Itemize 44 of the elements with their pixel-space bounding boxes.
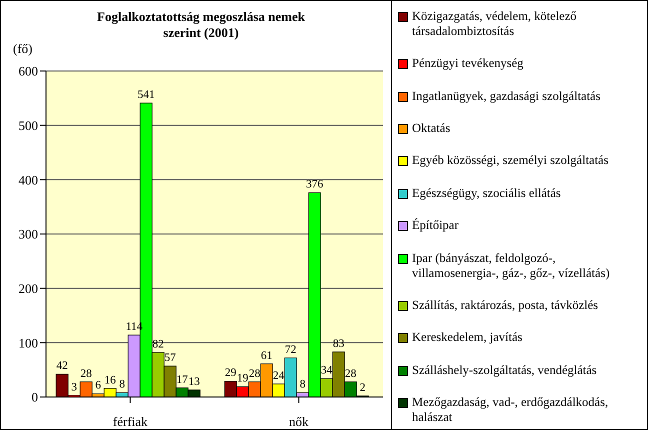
y-tick-label: 400 [18, 172, 38, 188]
data-label: 17 [176, 374, 188, 386]
data-label: 19 [236, 372, 249, 385]
legend-label: Mezőgazdaság, vad-, erdőgazdálkodás, halászat [412, 394, 610, 425]
chart-title: Foglalkoztatottság megoszlása nemek szerint (2001) [96, 9, 306, 41]
data-label: 376 [306, 178, 324, 191]
x-tick-label: nők [289, 414, 309, 430]
data-label: 29 [224, 367, 237, 380]
data-label: 8 [119, 378, 126, 391]
data-label: 6 [95, 380, 102, 392]
data-label: 72 [284, 344, 297, 356]
data-label: 28 [248, 368, 261, 380]
x-tick-label: férfiak [112, 414, 148, 430]
y-tick-label: 0 [32, 390, 38, 405]
data-label: 541 [137, 89, 155, 102]
data-label: 13 [188, 376, 200, 388]
legend-label: Ingatlanügyek, gazdasági szolgáltatás [412, 88, 600, 104]
data-label: 61 [260, 350, 273, 362]
legend-label: Kereskedelem, javítás [412, 330, 522, 346]
data-label: 8 [300, 378, 306, 391]
data-label: 57 [164, 352, 176, 364]
legend-label: Ipar (bányászat, feldolgozó-, villamosenergia-, gáz-, gőz-, vízellátás) [412, 250, 611, 281]
legend-label: Pénzügyi tevékenység [412, 56, 524, 72]
legend-label: Szállítás, raktározás, posta, távközlés [412, 298, 598, 313]
data-label: 28 [80, 368, 92, 380]
legend-label: Egészségügy, szociális ellátás [412, 186, 561, 201]
legend-label: Oktatás [412, 121, 450, 136]
y-tick-label: 500 [18, 118, 38, 133]
y-tick-label: 300 [18, 226, 38, 242]
legend-label: Egyéb közösségi, személyi szolgáltatás [412, 153, 608, 168]
legend-label: Szálláshely-szolgáltatás, vendéglátás [412, 362, 597, 378]
data-label: 16 [104, 374, 116, 386]
data-label: 2 [360, 382, 366, 394]
data-label: 3 [71, 381, 78, 394]
y-tick-label: 600 [18, 64, 38, 79]
data-label: 34 [320, 364, 333, 377]
y-tick-label: 100 [18, 335, 38, 350]
data-label: 28 [344, 368, 357, 380]
y-tick-label: 200 [18, 280, 38, 296]
y-axis-title: (fő) [13, 41, 32, 57]
legend-label: Építőipar [412, 218, 459, 234]
data-label: 42 [56, 360, 68, 372]
legend-label: Közigazgatás, védelem, kötelező társadalombiztosítás [412, 9, 578, 39]
data-label: 24 [272, 370, 285, 382]
